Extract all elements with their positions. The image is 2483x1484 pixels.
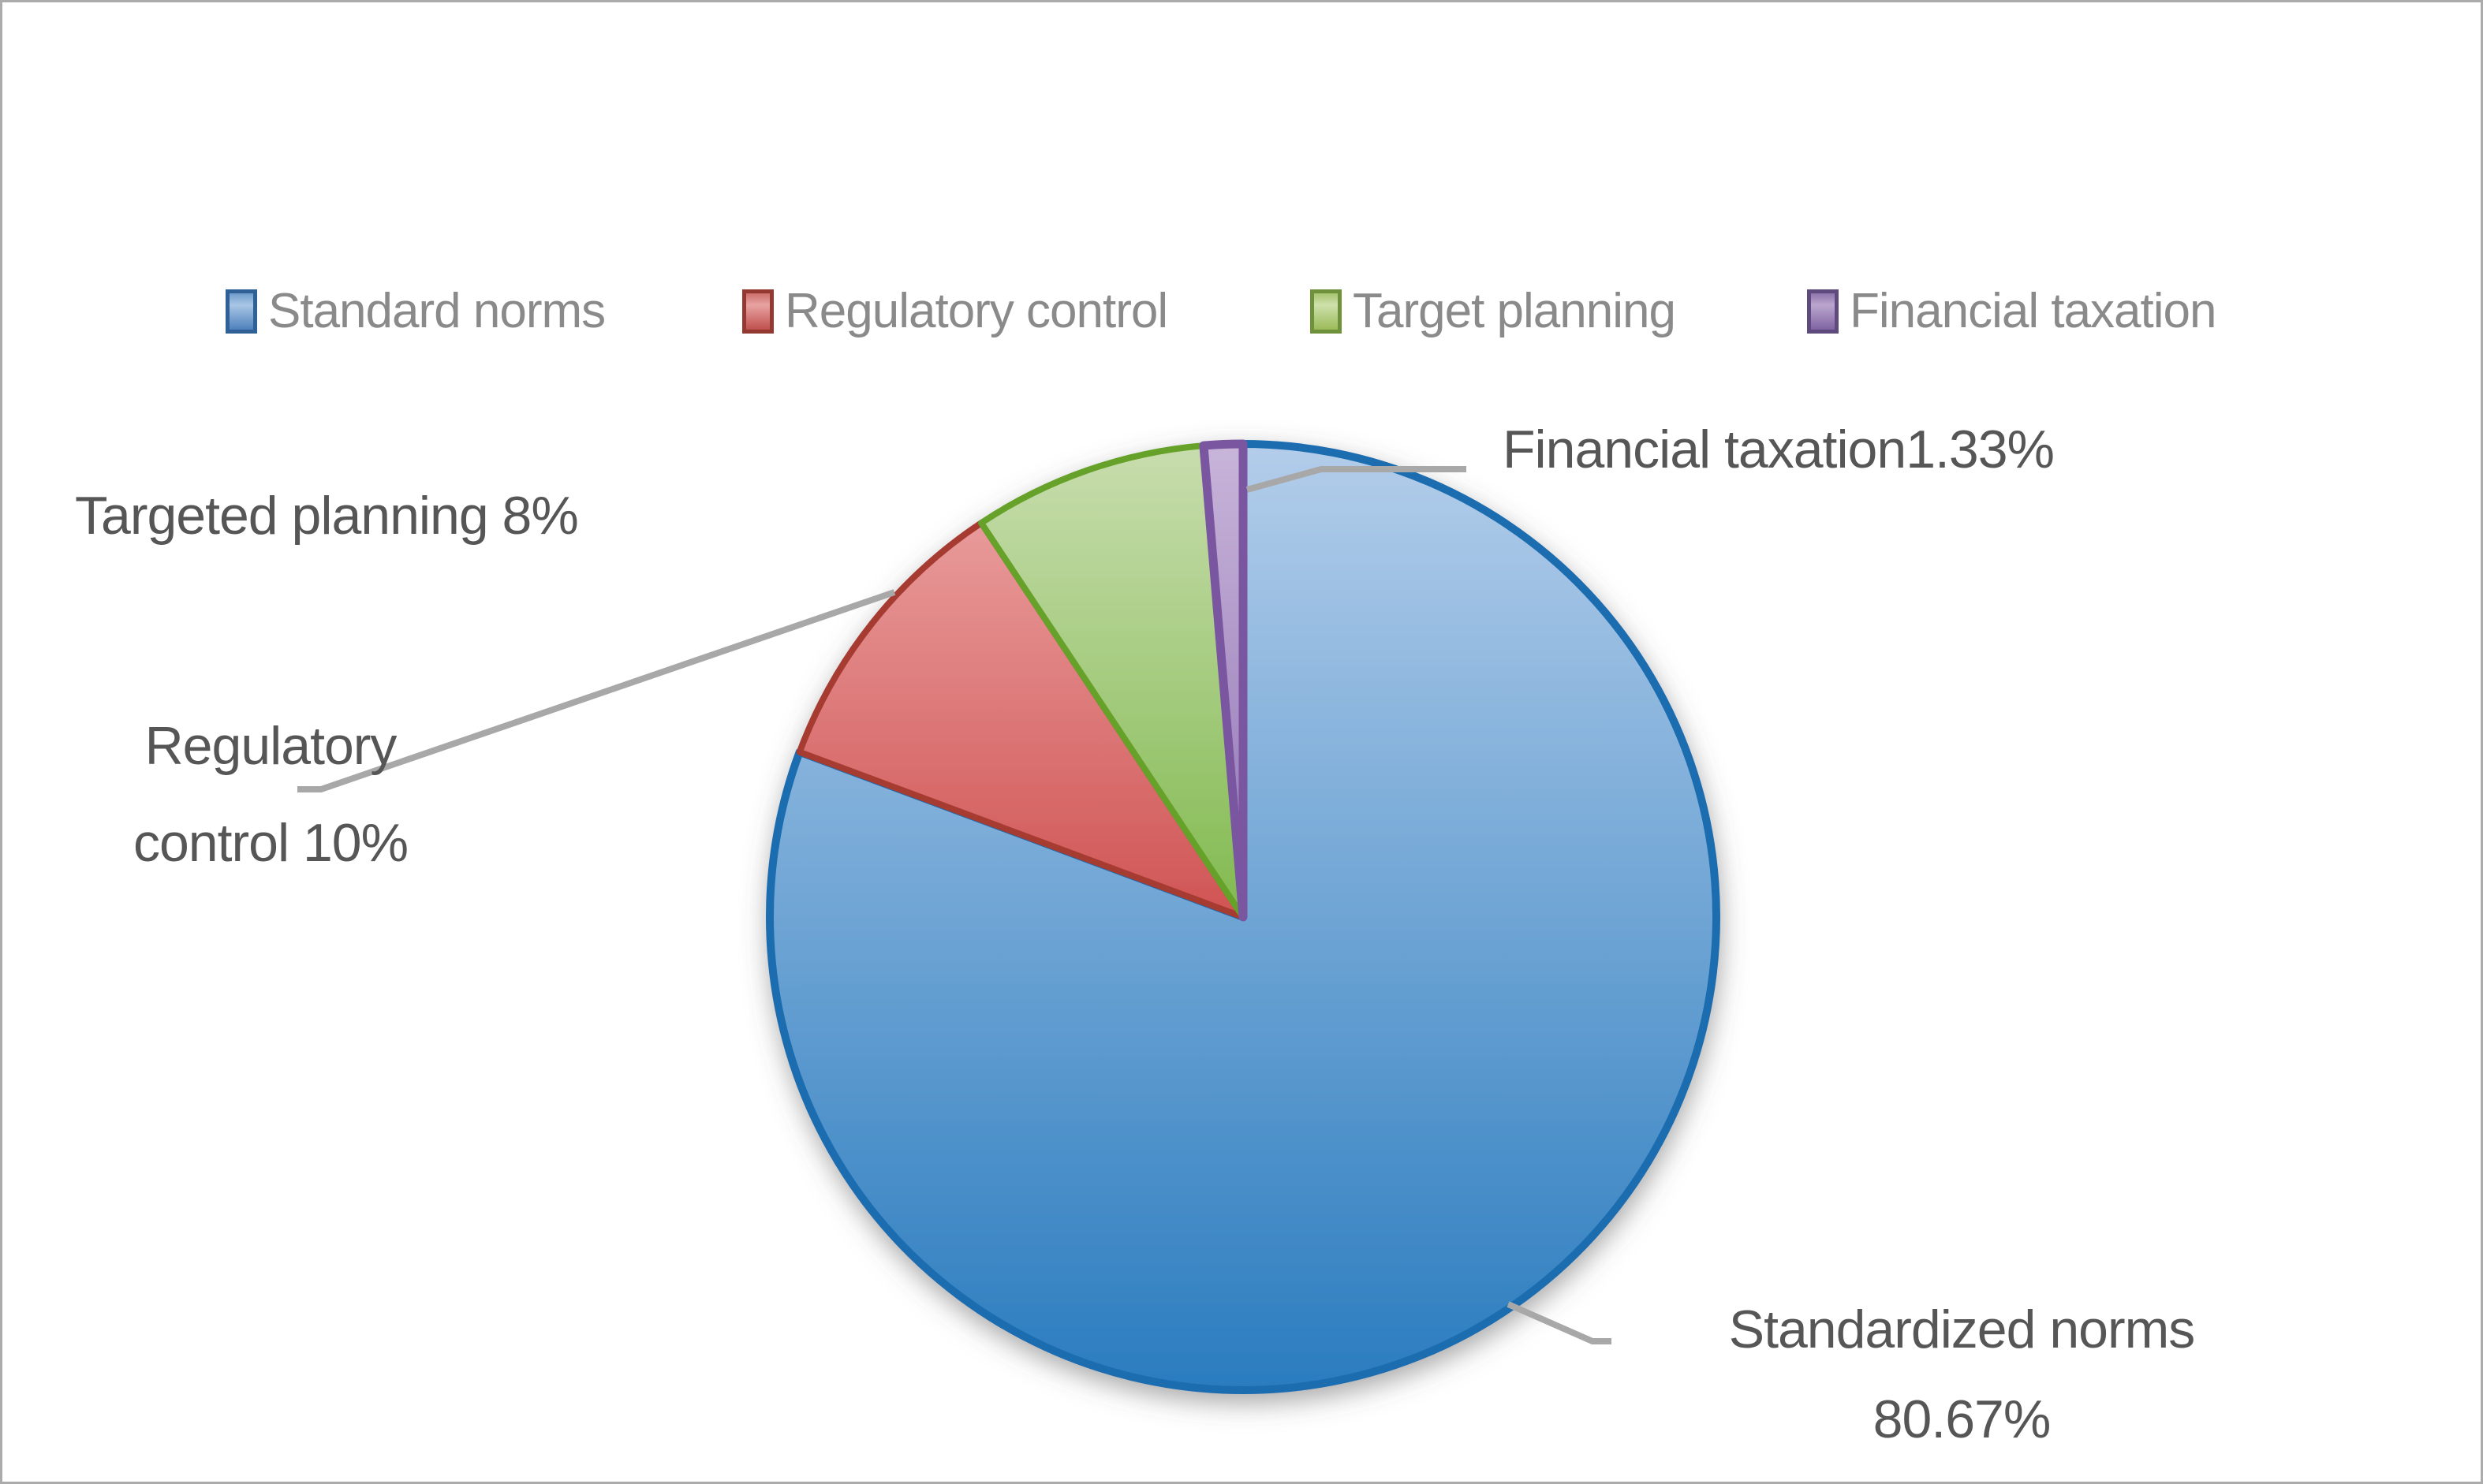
leader-line-regulatory-control bbox=[297, 589, 896, 792]
data-label-financial-taxation: Financial taxation1.33% bbox=[1503, 419, 2055, 479]
data-label-line: control 10% bbox=[133, 813, 409, 873]
legend-item-target-planning: Target planning bbox=[1310, 284, 1676, 338]
pie-slice-target-planning bbox=[978, 442, 1246, 920]
pie-slice-financial-taxation bbox=[1199, 439, 1248, 922]
data-label-line: Regulatory bbox=[144, 716, 398, 776]
legend-key-purple bbox=[1807, 289, 1839, 334]
legend-key-blue bbox=[226, 289, 257, 334]
legend-label: Financial taxation bbox=[1850, 284, 2216, 338]
legend-item-standard-norms: Standard norms bbox=[226, 284, 606, 338]
leader-line-financial-taxation bbox=[1245, 466, 1466, 493]
data-label-targeted-planning: Targeted planning 8% bbox=[75, 486, 579, 546]
data-label-regulatory-control: Regulatory control 10% bbox=[85, 698, 456, 892]
legend-key-red bbox=[742, 289, 774, 334]
legend-item-regulatory-control: Regulatory control bbox=[742, 284, 1168, 338]
data-label-line: 80.67% bbox=[1873, 1389, 2052, 1449]
legend-label: Regulatory control bbox=[785, 284, 1168, 338]
legend-label: Target planning bbox=[1353, 284, 1676, 338]
leader-line-standardized-norms bbox=[1507, 1301, 1611, 1344]
data-label-standardized-norms: Standardized norms 80.67% bbox=[1641, 1285, 2282, 1464]
data-label-line: Standardized norms bbox=[1728, 1299, 2196, 1359]
legend-label: Standard norms bbox=[268, 284, 606, 338]
legend-key-green bbox=[1310, 289, 1342, 334]
pie-slice-regulatory-control bbox=[796, 520, 1246, 920]
legend-item-financial-taxation: Financial taxation bbox=[1807, 284, 2216, 338]
